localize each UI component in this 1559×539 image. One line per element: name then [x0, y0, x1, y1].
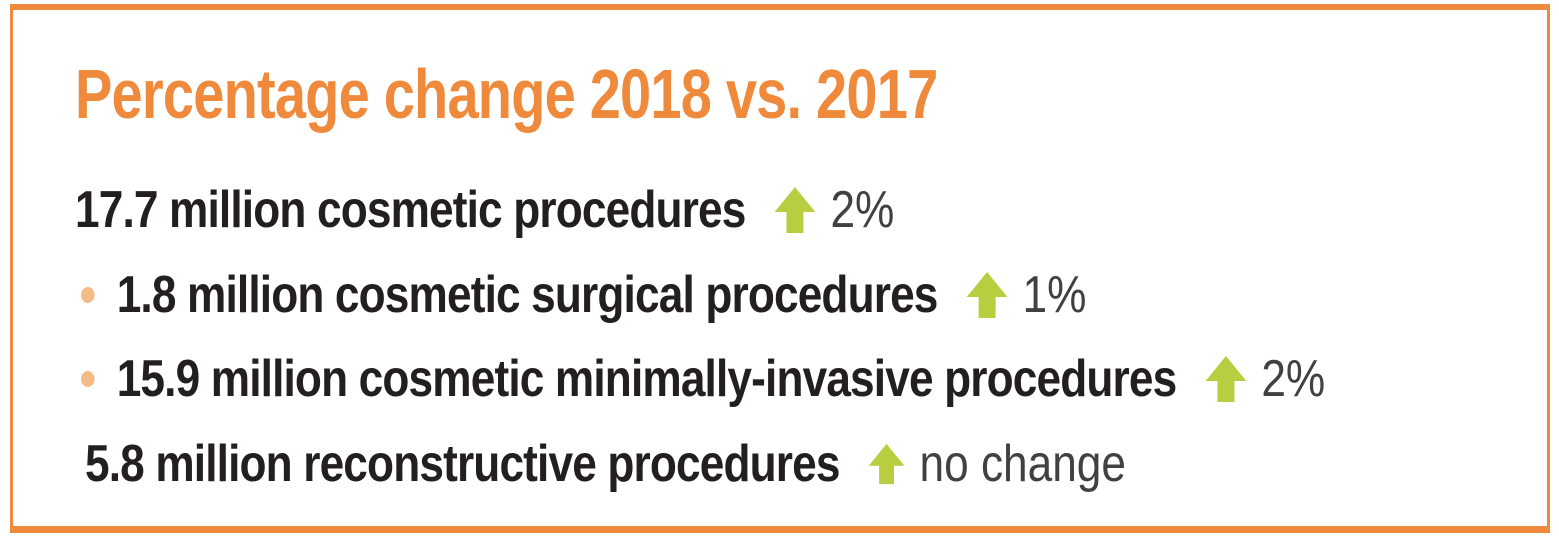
stat-change: 2% — [1261, 350, 1326, 408]
bullet-icon — [81, 287, 95, 303]
panel-title: Percentage change 2018 vs. 2017 — [75, 55, 938, 133]
up-arrow-icon — [774, 187, 816, 233]
stat-row-reconstructive: 5.8 million reconstructive procedures no… — [85, 436, 1126, 492]
bullet-icon — [81, 371, 95, 387]
stat-change: no change — [919, 435, 1126, 493]
stat-panel: Percentage change 2018 vs. 2017 17.7 mil… — [10, 4, 1550, 533]
up-arrow-icon — [966, 272, 1008, 318]
stat-change: 1% — [1022, 266, 1087, 324]
stat-label: 5.8 million reconstructive procedures — [85, 435, 840, 493]
stat-row-cosmetic-surgical: 1.8 million cosmetic surgical procedures… — [81, 267, 1086, 323]
stat-label: 1.8 million cosmetic surgical procedures — [116, 266, 939, 324]
stat-change: 2% — [830, 181, 895, 239]
up-arrow-icon — [1205, 356, 1247, 402]
up-arrow-icon — [868, 443, 905, 485]
stat-row-cosmetic-total: 17.7 million cosmetic procedures 2% — [75, 182, 894, 238]
stat-label: 15.9 million cosmetic minimally-invasive… — [116, 350, 1177, 408]
stat-label: 17.7 million cosmetic procedures — [75, 181, 746, 239]
stat-row-cosmetic-minimally-invasive: 15.9 million cosmetic minimally-invasive… — [81, 351, 1325, 407]
